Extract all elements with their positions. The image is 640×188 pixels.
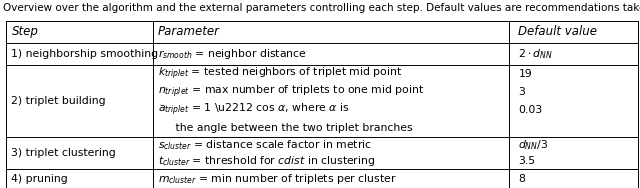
Text: the angle between the two triplet branches: the angle between the two triplet branch… — [158, 123, 412, 133]
Text: $s_{\mathit{cluster}}$ = distance scale factor in metric: $s_{\mathit{cluster}}$ = distance scale … — [158, 138, 372, 152]
Text: Parameter: Parameter — [158, 25, 220, 38]
Text: 3: 3 — [518, 87, 525, 97]
Text: $2 \cdot d_{\mathit{NN}}$: $2 \cdot d_{\mathit{NN}}$ — [518, 47, 553, 61]
Text: 3) triplet clustering: 3) triplet clustering — [12, 148, 116, 158]
Text: 3.5: 3.5 — [518, 156, 536, 166]
Text: Default value: Default value — [518, 25, 598, 38]
Text: 1) neighborship smoothing: 1) neighborship smoothing — [12, 49, 159, 59]
Text: $m_{\mathit{cluster}}$ = min number of triplets per cluster: $m_{\mathit{cluster}}$ = min number of t… — [158, 172, 397, 186]
Text: $d_{\mathit{NN}}/3$: $d_{\mathit{NN}}/3$ — [518, 138, 548, 152]
Text: 4) pruning: 4) pruning — [12, 174, 68, 184]
Text: Step: Step — [12, 25, 38, 38]
Text: $k_{\mathit{triplet}}$ = tested neighbors of triplet mid point: $k_{\mathit{triplet}}$ = tested neighbor… — [158, 65, 403, 82]
Text: $r_{\mathit{smooth}}$ = neighbor distance: $r_{\mathit{smooth}}$ = neighbor distanc… — [158, 47, 307, 61]
Text: $t_{\mathit{cluster}}$ = threshold for $\mathit{cdist}$ in clustering: $t_{\mathit{cluster}}$ = threshold for $… — [158, 154, 375, 168]
Text: $a_{\mathit{triplet}}$ = 1 \u2212 cos $\alpha$, where $\alpha$ is: $a_{\mathit{triplet}}$ = 1 \u2212 cos $\… — [158, 102, 349, 118]
Text: Overview over the algorithm and the external parameters controlling each step. D: Overview over the algorithm and the exte… — [3, 3, 640, 13]
Text: 0.03: 0.03 — [518, 105, 543, 115]
Text: 19: 19 — [518, 69, 532, 79]
Text: 8: 8 — [518, 174, 525, 184]
Text: $n_{\mathit{triplet}}$ = max number of triplets to one mid point: $n_{\mathit{triplet}}$ = max number of t… — [158, 84, 424, 100]
Text: 2) triplet building: 2) triplet building — [12, 96, 106, 106]
